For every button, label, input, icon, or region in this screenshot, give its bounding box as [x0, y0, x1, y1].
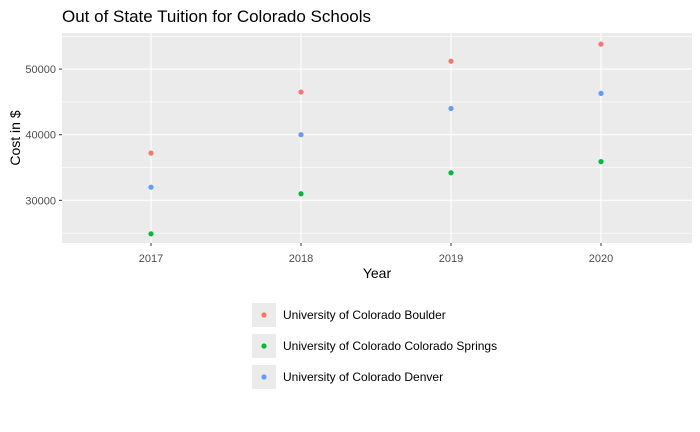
data-point — [598, 41, 604, 47]
gridlines — [62, 33, 692, 243]
y-axis-title: Cost in $ — [7, 110, 23, 165]
x-tick-label: 2019 — [439, 253, 463, 265]
y-tick-label: 40000 — [25, 130, 56, 142]
x-tick-label: 2017 — [139, 253, 163, 265]
legend-marker — [261, 374, 267, 380]
data-point — [298, 191, 304, 197]
data-point — [148, 184, 154, 190]
data-point — [448, 105, 454, 112]
legend: University of Colorado Boulder University… — [252, 303, 497, 389]
y-tick-label: 50000 — [25, 64, 56, 76]
data-point — [448, 58, 454, 64]
legend-label: University of Colorado Colorado Springs — [283, 339, 497, 353]
plot-panel — [62, 33, 692, 243]
data-point — [298, 132, 304, 138]
x-axis: 2017 2018 2019 2020 — [139, 243, 613, 265]
legend-label: University of Colorado Denver — [283, 370, 443, 384]
data-point — [148, 150, 154, 156]
data-point — [448, 170, 454, 176]
data-points — [148, 41, 604, 237]
data-point — [598, 159, 604, 165]
chart-title: Out of State Tuition for Colorado School… — [62, 7, 371, 26]
x-tick-label: 2020 — [589, 253, 613, 265]
data-point — [148, 231, 154, 237]
x-tick-label: 2018 — [289, 253, 313, 265]
legend-marker — [261, 343, 267, 349]
legend-label: University of Colorado Boulder — [283, 308, 446, 322]
legend-marker — [261, 312, 267, 318]
y-tick-label: 30000 — [25, 195, 56, 207]
y-axis: 30000 40000 50000 — [25, 64, 62, 207]
data-point — [598, 90, 604, 96]
x-axis-title: Year — [363, 265, 392, 281]
data-point — [298, 89, 304, 95]
